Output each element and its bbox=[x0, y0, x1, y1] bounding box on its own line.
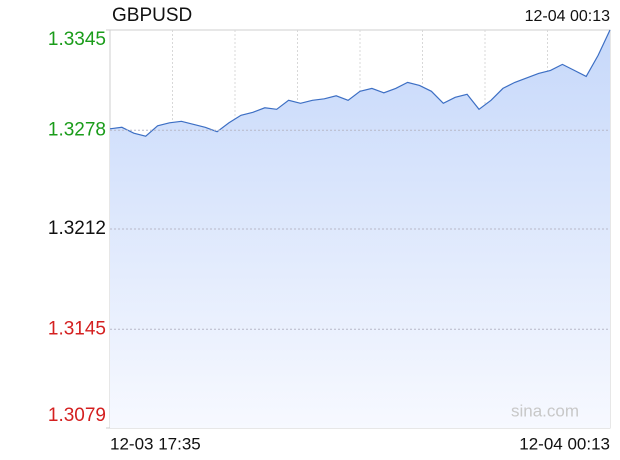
y-tick-label: 1.3212 bbox=[48, 218, 106, 239]
x-tick-label: 12-04 00:13 bbox=[519, 434, 610, 453]
price-line bbox=[109, 29, 611, 137]
chart-title: GBPUSD bbox=[112, 5, 192, 26]
y-tick-label: 1.3145 bbox=[48, 318, 106, 339]
y-tick-label: 1.3079 bbox=[48, 405, 106, 426]
y-tick-label: 1.3278 bbox=[48, 119, 106, 140]
y-tick-label: 1.3345 bbox=[48, 29, 106, 50]
timestamp: 12-04 00:13 bbox=[525, 8, 611, 25]
x-tick-label: 12-03 17:35 bbox=[110, 434, 201, 453]
watermark: sina.com bbox=[511, 401, 579, 420]
